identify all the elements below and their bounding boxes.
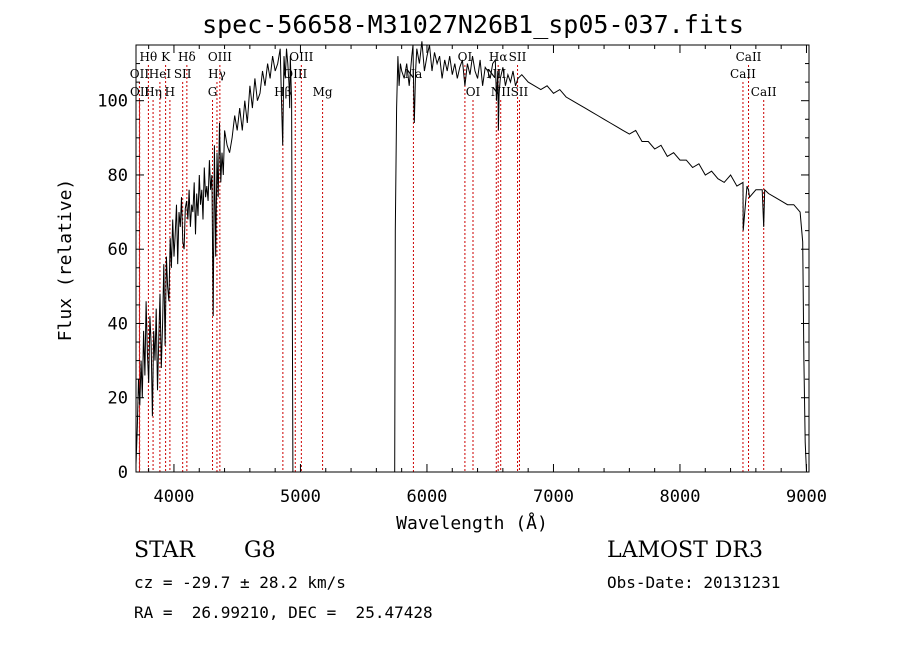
y-tick-label: 20 (108, 389, 128, 409)
x-axis-label: Wavelength (Å) (396, 512, 548, 534)
spectral-line-label: CaII (751, 85, 777, 99)
x-tick-label: 4000 (153, 487, 194, 507)
spectral-line-label: SII (511, 85, 529, 99)
marker-lines-group (138, 65, 765, 472)
spectral-line-label: Mg (313, 85, 333, 99)
spectral-line-label: SII (509, 50, 527, 64)
spectral-line-label: OI (458, 50, 473, 64)
y-tick-label: 40 (108, 314, 128, 334)
survey-name: LAMOST DR3 (607, 538, 763, 563)
x-tick-label: 7000 (533, 487, 574, 507)
spectral-line-label: K (161, 50, 171, 64)
object-class: STAR (134, 538, 195, 563)
spectral-line-label: OIII (208, 50, 232, 64)
redshift-text: cz = -29.7 ± 28.2 km/s (134, 573, 346, 592)
y-tick-label: 0 (118, 463, 128, 483)
spectral-line-label: NII (491, 85, 511, 99)
spectral-line-label: HeI (149, 67, 172, 81)
y-tick-label: 100 (97, 92, 128, 112)
spectral-line-label: G (208, 85, 218, 99)
x-tick-label: 8000 (659, 487, 700, 507)
spectral-line-label: Hθ (140, 50, 158, 64)
coordinates: RA = 26.99210, DEC = 25.47428 (134, 603, 433, 622)
spectral-line-label: Hγ (208, 67, 226, 81)
spectral-line-label: CaII (736, 50, 762, 64)
spectral-line-label: OIII (289, 50, 313, 64)
x-axis: 4000 5000 6000 7000 8000 9000 (148, 45, 827, 507)
spectral-line-label: Hα (489, 50, 508, 64)
spectral-line-label: OII (130, 85, 150, 99)
x-tick-label: 5000 (280, 487, 321, 507)
plot-frame (135, 44, 810, 473)
subclass: G8 (244, 538, 276, 563)
y-axis-label: Flux (relative) (55, 179, 76, 342)
spectral-line-label: Hη (144, 85, 162, 99)
spectral-line-label: SII (174, 67, 192, 81)
spectral-line-label: H (165, 85, 175, 99)
spectral-line-label: OI (466, 85, 481, 99)
spectral-line-label: OII (130, 67, 150, 81)
x-tick-label: 6000 (406, 487, 447, 507)
spectral-line-label: Hδ (178, 50, 196, 64)
spectral-line-label: OIII (283, 67, 307, 81)
x-tick-label: 9000 (786, 487, 827, 507)
spectral-line-label: Hβ (274, 85, 291, 99)
spectral-line-label: CaII (730, 67, 756, 81)
y-tick-label: 80 (108, 166, 128, 186)
y-axis: 0 20 40 60 80 100 (97, 63, 809, 483)
spectrum-line (135, 41, 808, 473)
obs-date: Obs-Date: 20131231 (607, 573, 781, 592)
chart-title: spec-56658-M31027N26B1_sp05-037.fits (202, 10, 744, 39)
y-tick-label: 60 (108, 240, 128, 260)
